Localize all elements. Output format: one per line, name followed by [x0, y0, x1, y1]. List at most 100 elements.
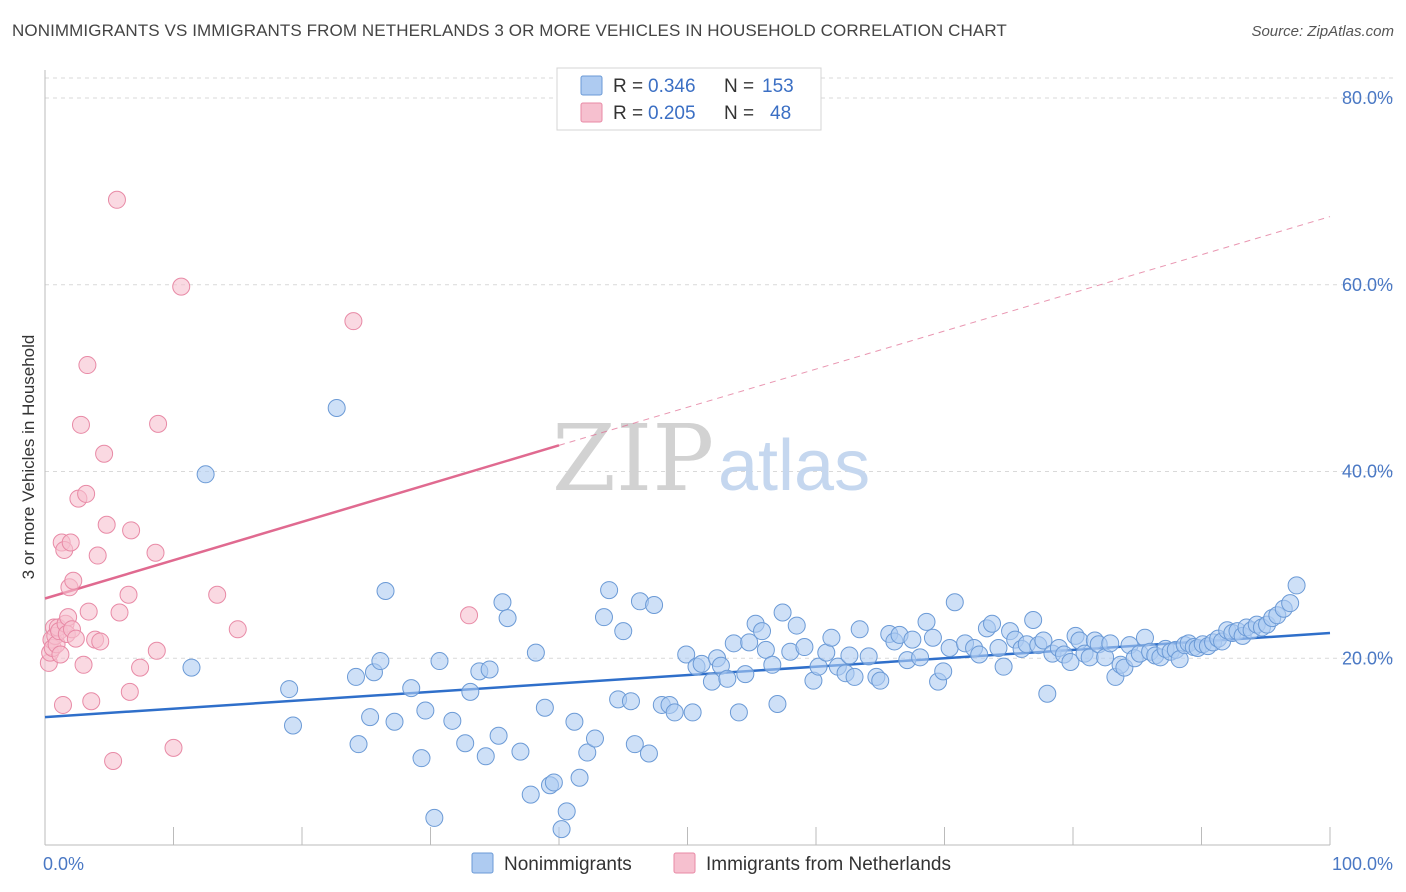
legend-r-label-1: R = — [613, 103, 643, 124]
nonimmigrant-point — [683, 703, 702, 722]
immigrant-point — [146, 543, 165, 562]
y-tick-label: 20.0% — [1342, 648, 1393, 668]
nonimmigrant-point — [923, 628, 942, 647]
nonimmigrant-point — [361, 708, 380, 727]
nonimmigrant-point — [983, 614, 1002, 633]
nonimmigrant-point — [740, 633, 759, 652]
y-axis-label: 3 or more Vehicles in Household — [19, 335, 38, 580]
immigrant-point — [104, 751, 123, 770]
axes-layer — [44, 70, 1331, 846]
immigrant-point — [110, 603, 129, 622]
nonimmigrant-point — [585, 729, 604, 748]
bottom-legend: Nonimmigrants Immigrants from Netherland… — [471, 852, 951, 875]
grid-layer — [45, 77, 1395, 659]
nonimmigrant-point — [994, 657, 1013, 676]
immigrant-point — [74, 655, 93, 674]
nonimmigrant-point — [385, 712, 404, 731]
nonimmigrant-point — [787, 616, 806, 635]
immigrant-point — [78, 356, 97, 375]
nonimmigrant-point — [729, 703, 748, 722]
legend-n-label-1: N = — [724, 103, 754, 124]
legend-n-value-0: 153 — [762, 76, 794, 97]
immigrant-point — [95, 444, 114, 463]
nonimmigrant-point — [736, 665, 755, 684]
nonimmigrant-point — [677, 645, 696, 664]
watermark-atlas: atlas — [718, 426, 870, 506]
chart-title: NONIMMIGRANTS VS IMMIGRANTS FROM NETHERL… — [12, 21, 1007, 40]
nonimmigrant-point — [845, 667, 864, 686]
nonimmigrant-point — [327, 399, 346, 418]
bottom-legend-swatch-pink — [673, 852, 696, 874]
nonimmigrant-point — [544, 773, 563, 792]
immigrant-point — [208, 585, 227, 604]
nonimmigrant-point — [753, 622, 772, 641]
nonimmigrant-point — [182, 658, 201, 677]
immigrant-point — [82, 692, 101, 711]
y-tick-label: 40.0% — [1342, 462, 1393, 482]
immigrant-trendline — [44, 444, 560, 600]
immigrant-point — [149, 414, 168, 433]
immigrant-point — [64, 571, 83, 590]
legend-n-value-1: 48 — [770, 103, 791, 124]
nonimmigrant-point — [718, 669, 737, 688]
y-tick-label: 80.0% — [1342, 88, 1393, 108]
legend-r-value-1: 0.205 — [648, 103, 696, 124]
immigrant-point — [53, 695, 72, 714]
nonimmigrant-point — [1034, 631, 1053, 650]
nonimmigrant-point — [535, 698, 554, 717]
immigrant-point — [460, 606, 479, 625]
nonimmigrant-point — [461, 682, 480, 701]
nonimmigrant-point — [773, 603, 792, 622]
immigrant-point — [164, 738, 183, 757]
nonimmigrant-point — [1024, 610, 1043, 629]
nonimmigrant-point — [476, 747, 495, 766]
immigrant-point — [71, 415, 90, 434]
nonimmigrant-point — [822, 628, 841, 647]
nonimmigrant-point — [614, 622, 633, 641]
nonimmigrant-point — [763, 655, 782, 674]
nonimmigrant-point — [456, 734, 475, 753]
nonimmigrant-point — [493, 593, 512, 612]
chart-source: Source: ZipAtlas.com — [1251, 23, 1394, 40]
nonimmigrant-point — [416, 701, 435, 720]
nonimmigrant-point — [425, 808, 444, 827]
nonimmigrant-point — [402, 679, 421, 698]
nonimmigrant-point — [970, 645, 989, 664]
immigrant-point — [97, 515, 116, 534]
nonimmigrant-point — [989, 638, 1008, 657]
y-tick-label: 60.0% — [1342, 275, 1393, 295]
immigrant-point — [147, 641, 166, 660]
nonimmigrant-point — [280, 680, 299, 699]
immigrant-point — [61, 533, 80, 552]
nonimmigrant-point — [600, 581, 619, 600]
nonimmigrant-point — [639, 744, 658, 763]
nonimmigrant-point — [552, 820, 571, 839]
nonimmigrant-point — [1061, 652, 1080, 671]
points-layer — [39, 190, 1306, 839]
nonimmigrant-point — [850, 620, 869, 639]
nonimmigrant-point — [284, 716, 303, 735]
nonimmigrant-point — [903, 630, 922, 649]
watermark-zip: ZIP — [552, 405, 714, 512]
nonimmigrant-point — [702, 672, 721, 691]
immigrant-point — [344, 312, 363, 331]
top-legend: R = 0.346 N = 153 R = 0.205 N = 48 — [556, 67, 822, 131]
nonimmigrant-point — [578, 743, 597, 762]
immigrant-point — [79, 602, 98, 621]
nonimmigrant-point — [840, 646, 859, 665]
bottom-legend-swatch-blue — [471, 852, 494, 874]
immigrant-point — [77, 484, 96, 503]
nonimmigrant-point — [346, 667, 365, 686]
nonimmigrant-point — [795, 638, 814, 657]
immigrant-point — [91, 632, 110, 651]
nonimmigrant-point — [945, 593, 964, 612]
immigrant-point — [88, 546, 107, 565]
nonimmigrant-point — [692, 654, 711, 673]
nonimmigrant-point — [871, 671, 890, 690]
legend-n-label-0: N = — [724, 76, 754, 97]
nonimmigrant-point — [645, 596, 664, 615]
nonimmigrant-point — [756, 640, 775, 659]
nonimmigrant-point — [625, 735, 644, 754]
nonimmigrant-point — [594, 608, 613, 627]
